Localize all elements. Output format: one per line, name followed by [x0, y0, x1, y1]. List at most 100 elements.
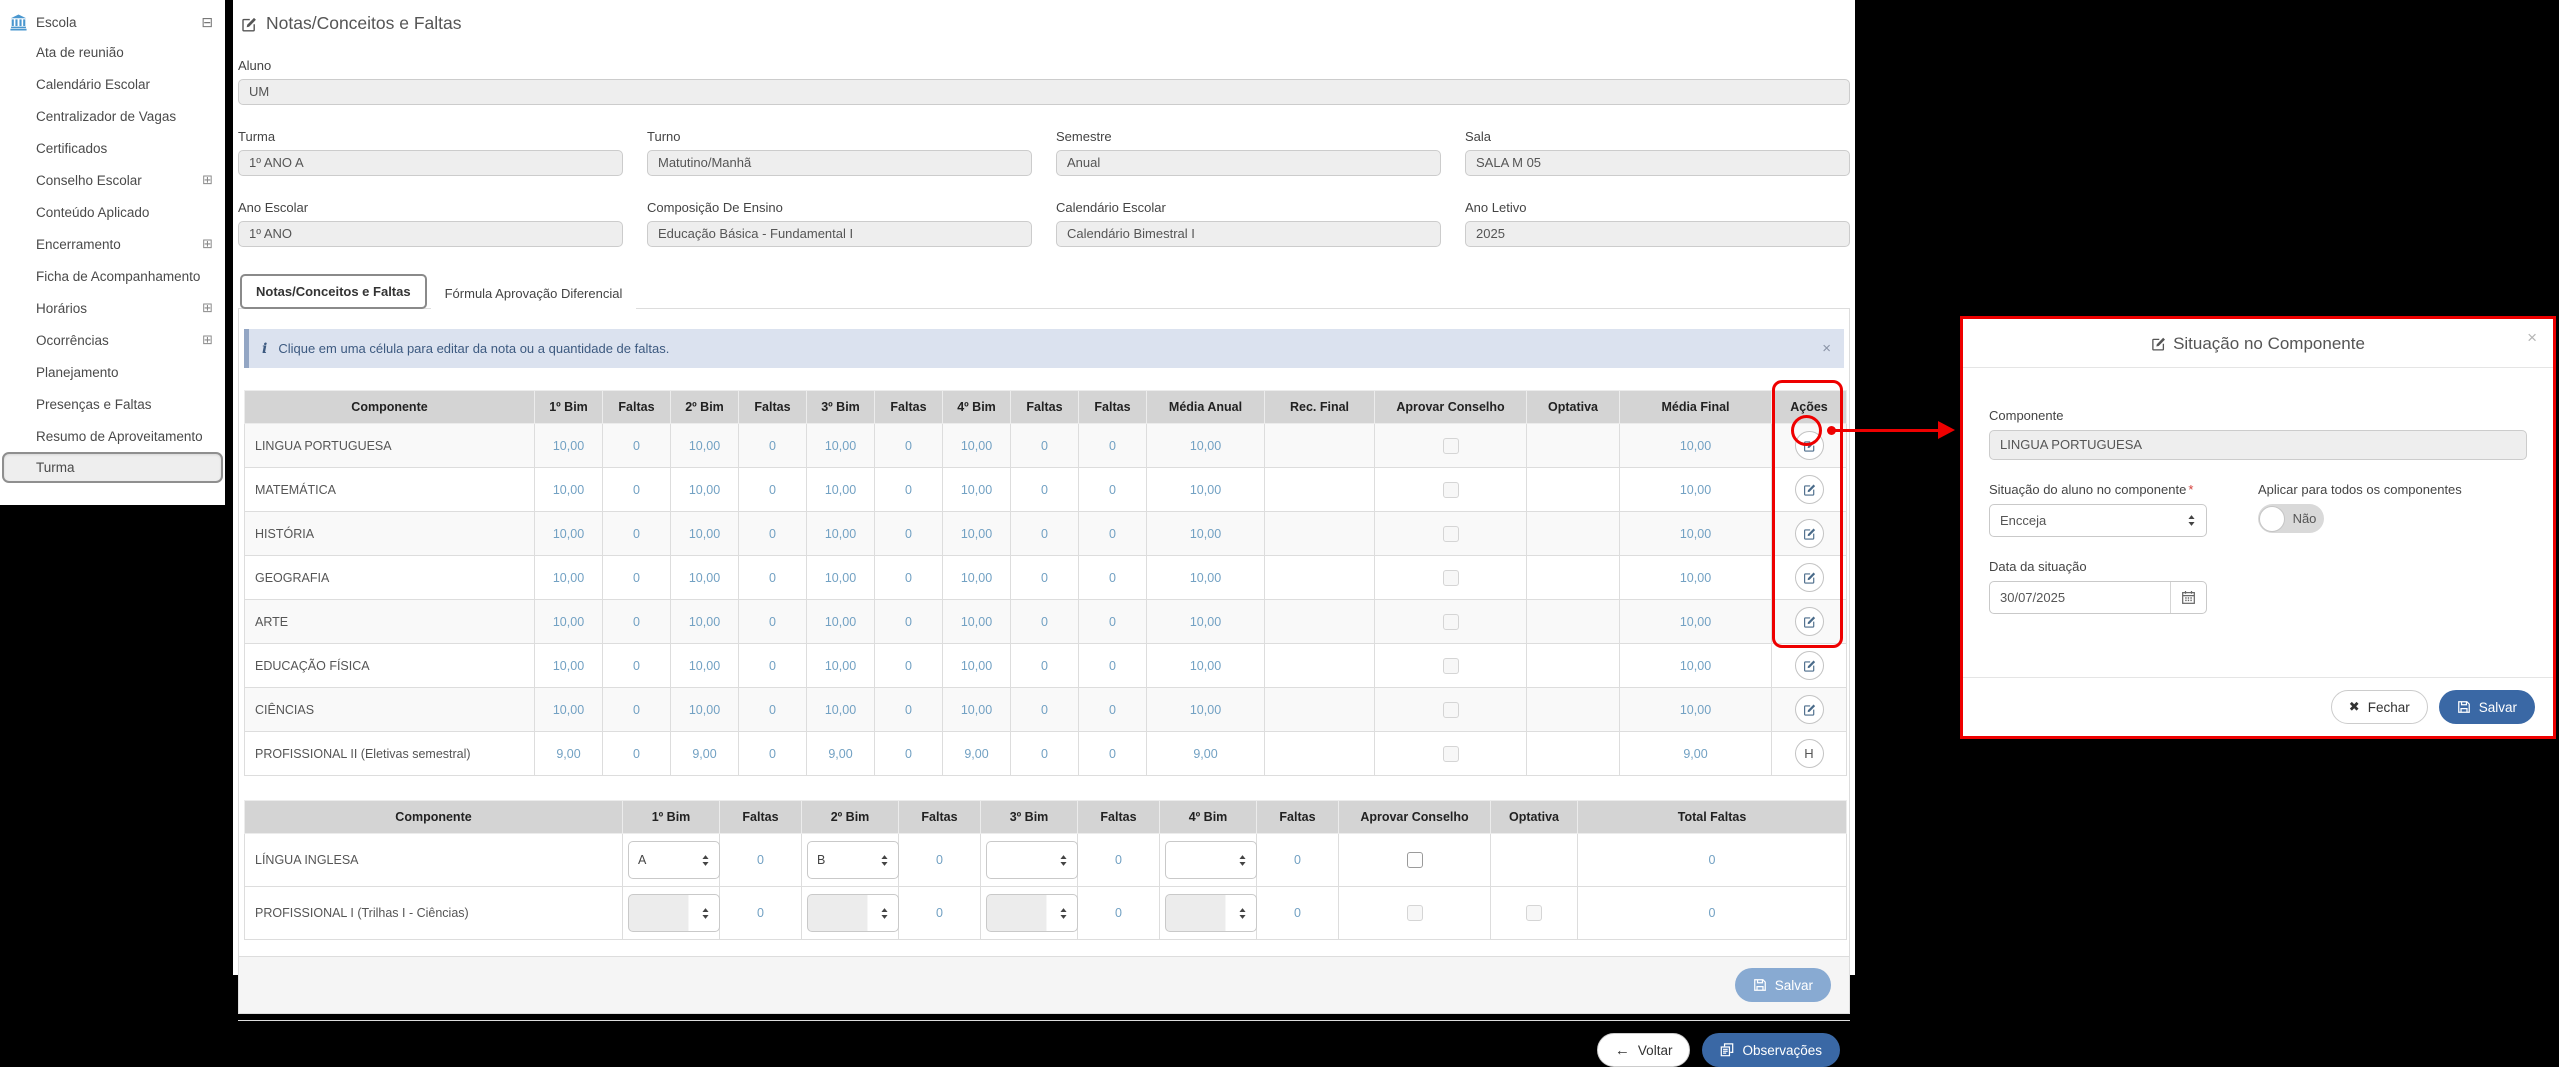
grade-cell[interactable]: 10,00	[670, 643, 739, 688]
grade-cell[interactable]: 10,00	[942, 511, 1011, 556]
grade-cell[interactable]: 0	[874, 731, 943, 776]
grade-cell[interactable]: 0	[738, 423, 807, 468]
grade-cell[interactable]: 10,00	[534, 555, 603, 600]
tab-notas-conceitos-e-faltas[interactable]: Notas/Conceitos e Faltas	[240, 274, 427, 309]
grade-cell[interactable]: 0	[874, 467, 943, 512]
grade-cell[interactable]: 0	[1078, 423, 1147, 468]
expand-icon[interactable]: ⊞	[202, 332, 213, 347]
grade-cell[interactable]: 0	[874, 555, 943, 600]
edit-situacao-button[interactable]	[1794, 695, 1824, 724]
grade-cell[interactable]: 10,00	[670, 467, 739, 512]
fechar-button[interactable]: ✖ Fechar	[2330, 690, 2428, 724]
grade-cell[interactable]: 0	[1010, 467, 1079, 512]
grade-cell[interactable]: 0	[1010, 511, 1079, 556]
grade-cell[interactable]: 0	[602, 731, 671, 776]
sidebar-item-ficha-de-acompanhamento[interactable]: Ficha de Acompanhamento	[0, 260, 225, 292]
grade-cell[interactable]: 0	[602, 599, 671, 644]
edit-situacao-button[interactable]	[1794, 651, 1824, 680]
edit-situacao-button[interactable]	[1794, 519, 1824, 548]
grade-cell[interactable]: 0	[602, 467, 671, 512]
sidebar-item-horarios[interactable]: Horários ⊞	[0, 292, 225, 324]
grade-cell[interactable]: 0	[874, 511, 943, 556]
sidebar-item-conselho-escolar[interactable]: Conselho Escolar ⊞	[0, 164, 225, 196]
history-button[interactable]: H	[1794, 739, 1824, 768]
grade-cell[interactable]: 10,00	[942, 643, 1011, 688]
sidebar-item-presencas-e-faltas[interactable]: Presenças e Faltas	[0, 388, 225, 420]
grade-cell[interactable]: 10,00	[534, 599, 603, 644]
sidebar-item-ata-de-reuniao[interactable]: Ata de reunião	[0, 36, 225, 68]
grade-cell[interactable]: 10,00	[1146, 423, 1265, 468]
save-concepts-button[interactable]: Salvar	[1734, 968, 1831, 1002]
grade-cell[interactable]: 0	[602, 555, 671, 600]
grade-cell[interactable]: 10,00	[942, 599, 1011, 644]
grade-cell[interactable]: 0	[874, 599, 943, 644]
grade-cell[interactable]: 0	[1078, 511, 1147, 556]
grade-cell[interactable]: 10,00	[670, 423, 739, 468]
grade-cell[interactable]: 0	[738, 599, 807, 644]
grade-cell[interactable]: 10,00	[806, 511, 875, 556]
collapse-icon[interactable]: ⊟	[201, 13, 213, 30]
grade-cell[interactable]: 0	[602, 687, 671, 732]
grade-cell[interactable]: 10,00	[806, 467, 875, 512]
observations-button[interactable]: Observações	[1702, 1033, 1840, 1067]
grade-cell[interactable]: 0	[874, 643, 943, 688]
back-button[interactable]: ← Voltar	[1596, 1033, 1691, 1067]
grade-cell[interactable]: 0	[738, 643, 807, 688]
faltas-cell[interactable]: 0	[719, 886, 802, 940]
grade-cell[interactable]: 10,00	[534, 687, 603, 732]
aprovar-conselho-checkbox[interactable]	[1406, 852, 1423, 868]
grade-cell[interactable]: 0	[874, 687, 943, 732]
sidebar-item-calendario-escolar[interactable]: Calendário Escolar	[0, 68, 225, 100]
edit-situacao-button[interactable]	[1794, 563, 1824, 592]
concept-select[interactable]: A	[628, 841, 720, 879]
grade-cell[interactable]: 0	[1010, 555, 1079, 600]
edit-situacao-button[interactable]	[1794, 607, 1824, 636]
sidebar-item-centralizador-de-vagas[interactable]: Centralizador de Vagas	[0, 100, 225, 132]
grade-cell[interactable]: 10,00	[534, 511, 603, 556]
sidebar-item-turma[interactable]: Turma	[2, 452, 223, 483]
grade-cell[interactable]: 0	[1010, 687, 1079, 732]
grade-cell[interactable]: 10,00	[670, 687, 739, 732]
grade-cell[interactable]: 10,00	[942, 687, 1011, 732]
faltas-cell[interactable]: 0	[719, 833, 802, 887]
grade-cell[interactable]: 0	[1010, 643, 1079, 688]
grade-cell[interactable]: 9,00	[806, 731, 875, 776]
grade-cell[interactable]: 10,00	[534, 467, 603, 512]
grade-cell[interactable]: 0	[1078, 467, 1147, 512]
edit-situacao-button[interactable]	[1794, 475, 1824, 504]
sidebar-item-ocorrencias[interactable]: Ocorrências ⊞	[0, 324, 225, 356]
grade-cell[interactable]: 0	[1010, 731, 1079, 776]
grade-cell[interactable]: 10,00	[942, 555, 1011, 600]
grade-cell[interactable]: 0	[874, 423, 943, 468]
concept-select[interactable]	[1165, 841, 1257, 879]
grade-cell[interactable]: 9,00	[1146, 731, 1265, 776]
grade-cell[interactable]: 9,00	[670, 731, 739, 776]
grade-cell[interactable]: 0	[602, 511, 671, 556]
aplicar-toggle[interactable]: Não	[2258, 504, 2324, 533]
grade-cell[interactable]: 10,00	[806, 599, 875, 644]
grade-cell[interactable]: 10,00	[670, 599, 739, 644]
faltas-cell[interactable]: 0	[1077, 886, 1160, 940]
concept-select[interactable]	[986, 841, 1078, 879]
grade-cell[interactable]: 10,00	[806, 643, 875, 688]
calendar-icon[interactable]	[2170, 582, 2206, 613]
grade-cell[interactable]: 0	[738, 555, 807, 600]
sidebar-item-planejamento[interactable]: Planejamento	[0, 356, 225, 388]
expand-icon[interactable]: ⊞	[202, 300, 213, 315]
grade-cell[interactable]: 0	[1078, 643, 1147, 688]
salvar-modal-button[interactable]: Salvar	[2438, 690, 2535, 724]
grade-cell[interactable]: 10,00	[1146, 555, 1265, 600]
grade-cell[interactable]: 10,00	[806, 423, 875, 468]
grade-cell[interactable]: 10,00	[534, 423, 603, 468]
grade-cell[interactable]: 10,00	[1146, 599, 1265, 644]
grade-cell[interactable]: 0	[738, 687, 807, 732]
situacao-select[interactable]: Encceja	[1989, 504, 2207, 537]
grade-cell[interactable]: 0	[1078, 687, 1147, 732]
sidebar-item-certificados[interactable]: Certificados	[0, 132, 225, 164]
grade-cell[interactable]: 0	[738, 731, 807, 776]
edit-situacao-button[interactable]	[1794, 431, 1824, 460]
grade-cell[interactable]: 10,00	[942, 423, 1011, 468]
sidebar-item-resumo-de-aproveitamento[interactable]: Resumo de Aproveitamento	[0, 420, 225, 452]
grade-cell[interactable]: 0	[602, 423, 671, 468]
faltas-cell[interactable]: 0	[1077, 833, 1160, 887]
